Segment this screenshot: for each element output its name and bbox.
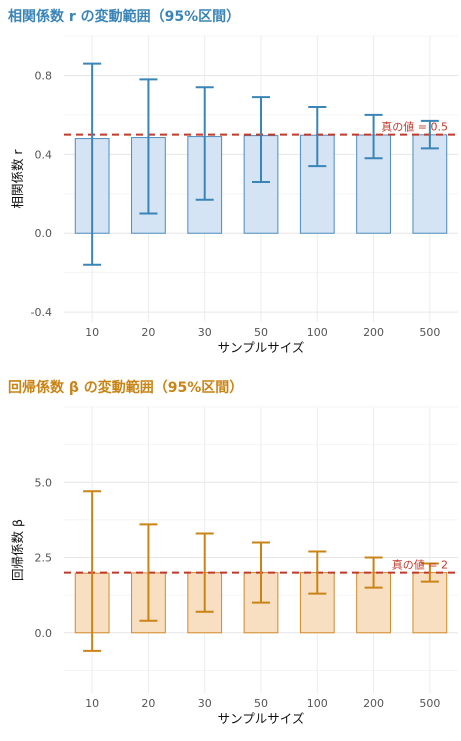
- bars: [74, 134, 448, 234]
- x-tick-label: 100: [307, 697, 328, 710]
- y-tick-label: 2.5: [35, 552, 53, 565]
- x-axis-title: サンプルサイズ: [218, 340, 305, 355]
- correlation-chart-panel: 相関係数 r の変動範囲（95%区間） 真の値 = 0.5 -0.4 0.0 0.4 0…: [0, 0, 461, 370]
- error-bars: [83, 62, 439, 266]
- x-tick-label: 20: [141, 697, 155, 710]
- bar: [412, 134, 448, 234]
- x-tick-label: 10: [85, 326, 99, 339]
- error-bars: [83, 490, 439, 652]
- x-tick-label: 30: [198, 697, 212, 710]
- y-tick-label: 0.8: [35, 69, 53, 82]
- correlation-chart: 真の値 = 0.5 -0.4 0.0 0.4 0.8 10 20 30 50 100 200 500 サ…: [10, 35, 458, 355]
- y-tick-label: 5.0: [35, 476, 53, 489]
- x-tick-label: 50: [254, 697, 268, 710]
- x-axis-title: サンプルサイズ: [218, 711, 305, 726]
- reference-line-label: 真の値 = 2: [392, 558, 448, 572]
- x-tick-label: 200: [363, 326, 384, 339]
- y-axis-title: 相関係数 r: [10, 149, 25, 209]
- y-tick-label: 0.4: [35, 148, 53, 161]
- regression-chart-panel: 回帰係数 β の変動範囲（95%区間） 真の値 = 2 0.0 2.5 5.0 10 20…: [0, 371, 461, 741]
- reference-line-label: 真の値 = 0.5: [381, 120, 448, 134]
- chart-title: 相関係数 r の変動範囲（95%区間）: [8, 9, 241, 25]
- y-tick-label: 0.0: [35, 227, 53, 240]
- bar: [412, 572, 448, 634]
- y-tick-label: -0.4: [31, 306, 52, 319]
- x-tick-label: 500: [419, 326, 440, 339]
- regression-chart: 真の値 = 2 0.0 2.5 5.0 10 20 30 50 100 200 500 サンプルサイズ…: [10, 406, 458, 726]
- y-tick-label: 0.0: [35, 627, 53, 640]
- y-axis-title: 回帰係数 β: [10, 519, 25, 581]
- x-tick-label: 100: [307, 326, 328, 339]
- x-tick-label: 50: [254, 326, 268, 339]
- x-tick-label: 10: [85, 697, 99, 710]
- x-tick-label: 500: [419, 697, 440, 710]
- chart-title: 回帰係数 β の変動範囲（95%区間）: [8, 380, 244, 396]
- x-tick-label: 30: [198, 326, 212, 339]
- x-tick-label: 20: [141, 326, 155, 339]
- x-tick-label: 200: [363, 697, 384, 710]
